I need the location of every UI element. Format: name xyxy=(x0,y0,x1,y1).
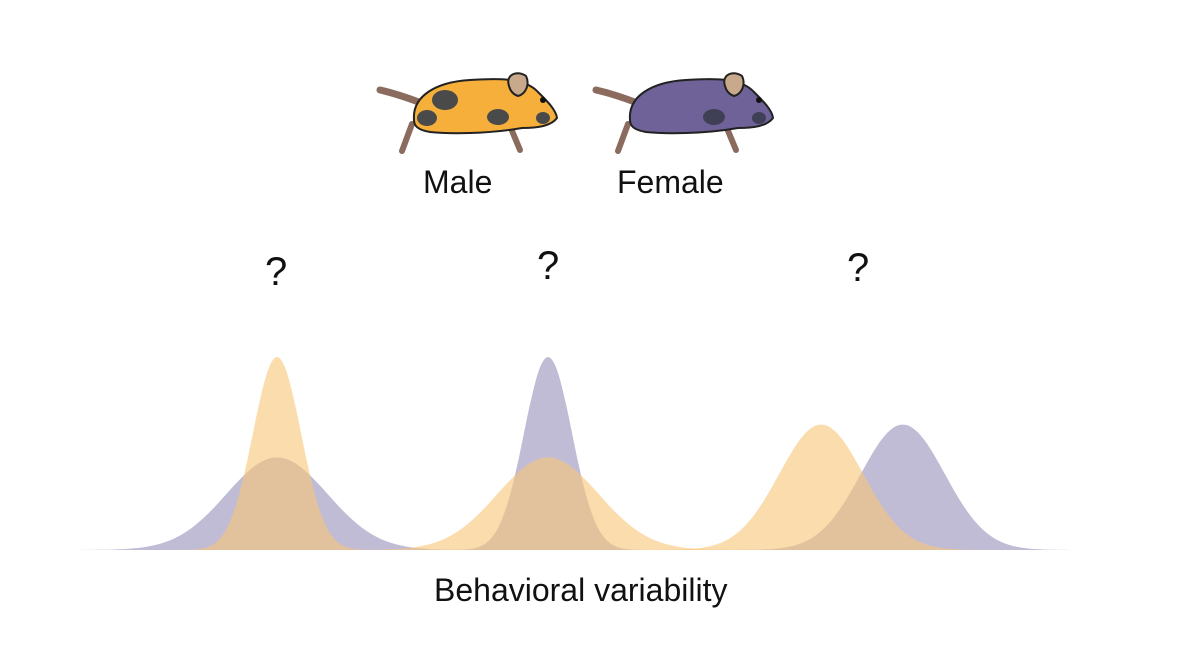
curve-male-panel-1 xyxy=(157,357,397,550)
question-mark-1: ? xyxy=(265,250,288,294)
female-label: Female xyxy=(617,164,724,200)
male-mouse-icon xyxy=(376,72,559,154)
question-mark-3: ? xyxy=(847,246,870,290)
distribution-curves xyxy=(25,357,1113,550)
curve-female-panel-3 xyxy=(692,424,1113,550)
curve-male-panel-2 xyxy=(296,457,800,550)
x-axis-label: Behavioral variability xyxy=(434,572,728,608)
curve-female-panel-2 xyxy=(428,357,668,550)
curve-male-panel-3 xyxy=(611,424,1032,550)
male-label: Male xyxy=(423,164,493,200)
female-mouse-icon xyxy=(592,72,775,154)
question-mark-2: ? xyxy=(537,244,560,288)
